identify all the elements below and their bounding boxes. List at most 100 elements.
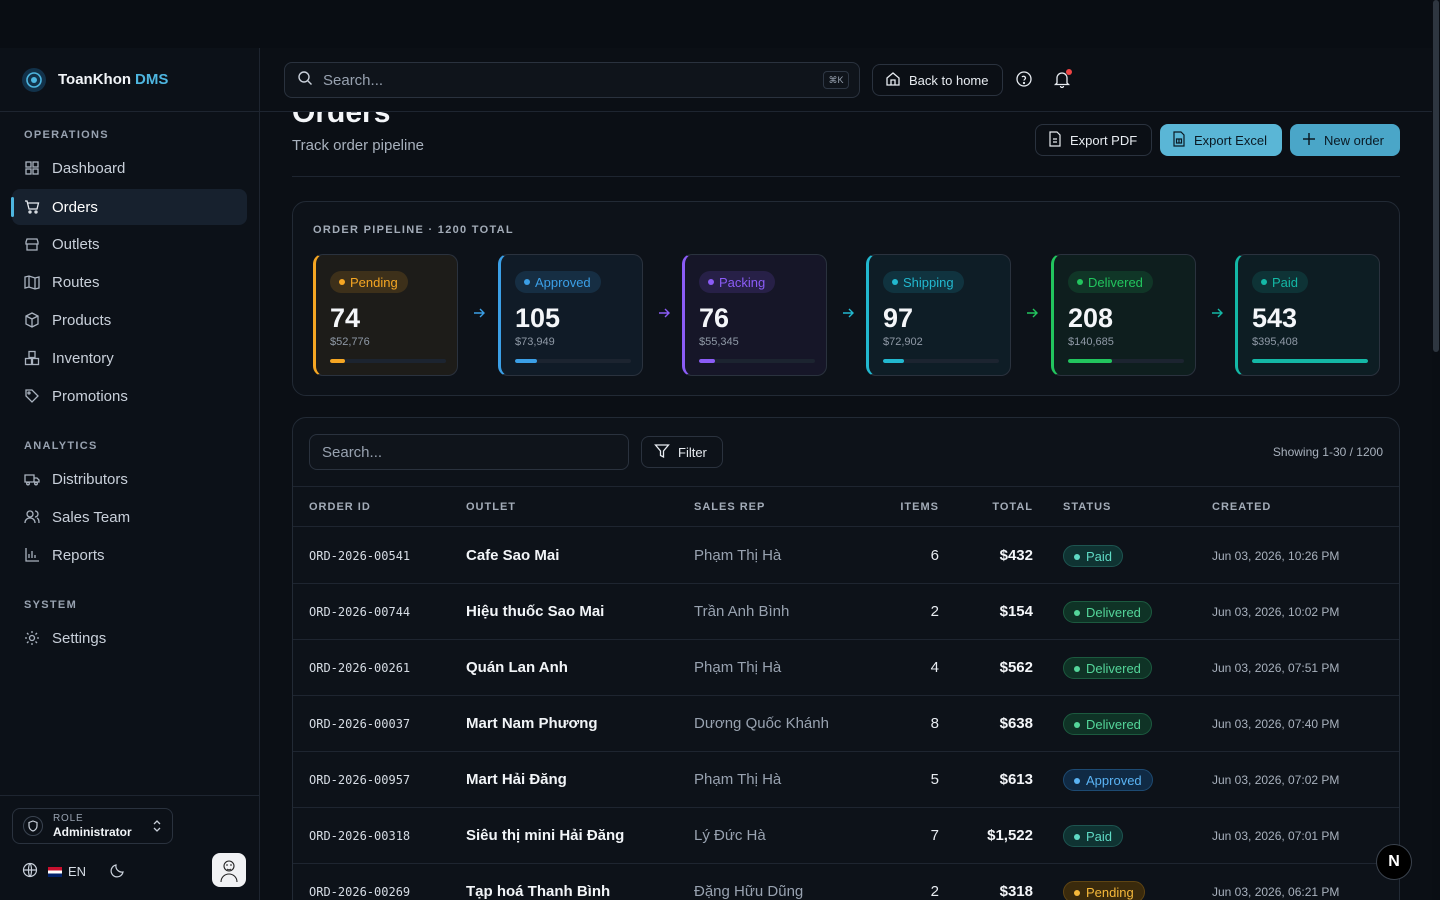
sidebar-item-distributors[interactable]: Distributors	[12, 461, 247, 497]
page-subtitle: Track order pipeline	[292, 137, 425, 154]
sidebar-item-outlets[interactable]: Outlets	[12, 226, 247, 262]
column-header-status[interactable]: STATUS	[1063, 501, 1112, 513]
sidebar-item-products[interactable]: Products	[12, 302, 247, 338]
scrollbar[interactable]	[1432, 0, 1440, 900]
pipeline-stage-pending[interactable]: Pending 74 $52,776	[313, 254, 458, 376]
sidebar-item-promotions[interactable]: Promotions	[12, 378, 247, 414]
sidebar-item-dashboard[interactable]: Dashboard	[12, 150, 247, 186]
back-to-home-button[interactable]: Back to home	[872, 64, 1003, 96]
table-row[interactable]: ORD-2026-00318 Siêu thị mini Hải Đăng Lý Đ…	[293, 808, 1399, 864]
sidebar-item-orders[interactable]: Orders	[11, 189, 247, 225]
sidebar-item-label: Dashboard	[52, 159, 126, 177]
sidebar-item-routes[interactable]: Routes	[12, 264, 247, 300]
sidebar-item-settings[interactable]: Settings	[12, 620, 247, 656]
avatar[interactable]	[212, 853, 246, 887]
pipeline-stage-shipping[interactable]: Shipping 97 $72,902	[866, 254, 1011, 376]
sales-rep: Phạm Thị Hà	[694, 771, 782, 788]
language-switcher[interactable]: EN	[22, 862, 86, 881]
chevron-updown-icon	[152, 819, 162, 836]
column-header-sales-rep[interactable]: SALES REP	[694, 501, 766, 513]
table-row[interactable]: ORD-2026-00269 Tạp hoá Thanh Bình Đặng Hữu…	[293, 864, 1399, 900]
sales-rep: Đặng Hữu Dũng	[694, 883, 804, 900]
created-at: Jun 03, 2026, 10:26 PM	[1212, 549, 1340, 563]
created-at: Jun 03, 2026, 07:40 PM	[1212, 717, 1340, 731]
outlet-name: Quán Lan Anh	[466, 659, 568, 676]
search-icon	[297, 70, 323, 90]
stage-progress	[699, 359, 815, 363]
export-excel-button[interactable]: Export Excel	[1160, 124, 1282, 156]
column-header-items[interactable]: ITEMS	[900, 501, 939, 513]
search-input[interactable]: Search... ⌘K	[284, 62, 860, 98]
pipeline-stage-packing[interactable]: Packing 76 $55,345	[682, 254, 827, 376]
sidebar-item-label: Inventory	[52, 349, 114, 367]
column-header-order-id[interactable]: ORDER ID	[309, 501, 371, 513]
order-id[interactable]: ORD-2026-00318	[309, 829, 411, 843]
sales-rep: Phạm Thị Hà	[694, 547, 782, 564]
top-header: Search... ⌘K Back to home	[260, 48, 1432, 112]
orders-table-card: Search... Filter Showing 1-30 / 1200 ORD…	[292, 417, 1400, 900]
pipeline-stage-delivered[interactable]: Delivered 208 $140,685	[1051, 254, 1196, 376]
column-header-outlet[interactable]: OUTLET	[466, 501, 516, 513]
search-placeholder: Search...	[323, 71, 384, 89]
new-order-button[interactable]: New order	[1290, 124, 1400, 156]
floating-n-badge[interactable]: N	[1376, 844, 1412, 880]
sidebar-item-label: Outlets	[52, 235, 100, 253]
stage-count: 76	[699, 303, 730, 333]
sales-rep: Trần Anh Bình	[694, 603, 790, 620]
order-total: $432	[999, 547, 1033, 564]
export-excel-label: Export Excel	[1194, 132, 1267, 148]
order-total: $613	[999, 771, 1033, 788]
outlet-name: Mart Nam Phương	[466, 715, 598, 732]
order-id[interactable]: ORD-2026-00037	[309, 717, 411, 731]
order-id[interactable]: ORD-2026-00541	[309, 549, 411, 563]
column-header-created[interactable]: CREATED	[1212, 501, 1272, 513]
boxes-icon	[24, 350, 40, 366]
sidebar-item-inventory[interactable]: Inventory	[12, 340, 247, 376]
order-total: $562	[999, 659, 1033, 676]
table-row[interactable]: ORD-2026-00261 Quán Lan Anh Phạm Thị Hà 4 $5…	[293, 640, 1399, 696]
order-id[interactable]: ORD-2026-00957	[309, 773, 411, 787]
table-search-input[interactable]: Search...	[309, 434, 629, 470]
order-total: $318	[999, 883, 1033, 900]
sidebar-item-sales-team[interactable]: Sales Team	[12, 499, 247, 535]
dashboard-icon	[24, 160, 40, 176]
arrow-right-icon	[657, 306, 671, 320]
order-id[interactable]: ORD-2026-00269	[309, 885, 411, 899]
stage-amount: $395,408	[1252, 336, 1298, 348]
pipeline-stage-paid[interactable]: Paid 543 $395,408	[1235, 254, 1380, 376]
table-row[interactable]: ORD-2026-00744 Hiệu thuốc Sao Mai Trần Anh…	[293, 584, 1399, 640]
table-row[interactable]: ORD-2026-00957 Mart Hải Đăng Phạm Thị Hà 5 $…	[293, 752, 1399, 808]
role-switcher[interactable]: ROLE Administrator	[12, 808, 173, 844]
scrollbar-thumb[interactable]	[1433, 0, 1439, 352]
moon-icon[interactable]	[110, 862, 126, 881]
pipeline-stage-approved[interactable]: Approved 105 $73,949	[498, 254, 643, 376]
column-header-total[interactable]: TOTAL	[992, 501, 1033, 513]
help-icon[interactable]	[1015, 70, 1033, 91]
status-badge: Delivered	[1063, 713, 1152, 735]
stage-progress	[883, 359, 999, 363]
brand[interactable]: ToanKhon DMS	[0, 48, 259, 112]
filter-button[interactable]: Filter	[641, 436, 723, 468]
export-pdf-button[interactable]: Export PDF	[1035, 124, 1152, 156]
stage-progress-fill	[330, 359, 346, 363]
uk-flag-icon	[48, 866, 62, 877]
table-row[interactable]: ORD-2026-00037 Mart Nam Phương Dương Quốc …	[293, 696, 1399, 752]
stage-badge: Approved	[515, 271, 601, 293]
sales-rep: Lý Đức Hà	[694, 827, 766, 844]
stage-amount: $72,902	[883, 336, 923, 348]
stage-amount: $55,345	[699, 336, 739, 348]
stage-progress-fill	[515, 359, 538, 363]
bell-icon[interactable]	[1053, 70, 1071, 91]
table-row[interactable]: ORD-2026-00541 Cafe Sao Mai Phạm Thị Hà 6 $4…	[293, 528, 1399, 584]
status-badge: Delivered	[1063, 601, 1152, 623]
truck-icon	[24, 471, 40, 487]
order-pipeline: ORDER PIPELINE · 1200 TOTAL Pending 74 $52…	[292, 201, 1400, 396]
sidebar-item-reports[interactable]: Reports	[12, 537, 247, 573]
stage-progress	[1068, 359, 1184, 363]
sidebar-item-label: Distributors	[52, 470, 128, 488]
stage-progress-fill	[1068, 359, 1113, 363]
created-at: Jun 03, 2026, 07:51 PM	[1212, 661, 1340, 675]
order-id[interactable]: ORD-2026-00261	[309, 661, 411, 675]
role-value: Administrator	[53, 825, 132, 839]
order-id[interactable]: ORD-2026-00744	[309, 605, 411, 619]
